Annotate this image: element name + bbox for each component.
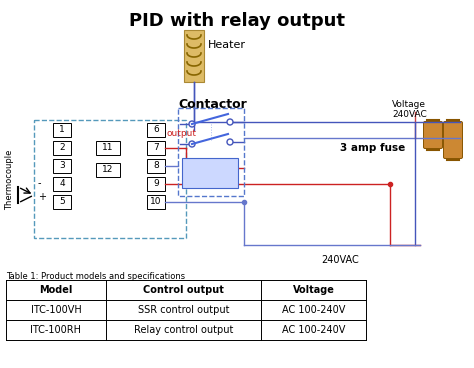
Text: Table 1: Product models and specifications: Table 1: Product models and specificatio… (6, 272, 185, 281)
Text: Model: Model (39, 285, 73, 295)
Text: 3: 3 (59, 162, 65, 170)
FancyBboxPatch shape (182, 158, 238, 188)
Text: 12: 12 (102, 166, 114, 174)
FancyBboxPatch shape (53, 123, 71, 137)
Circle shape (189, 121, 195, 127)
Text: ITC-100VH: ITC-100VH (31, 305, 82, 315)
Text: 2: 2 (59, 144, 65, 152)
Text: ITC-100RH: ITC-100RH (30, 325, 82, 335)
FancyBboxPatch shape (53, 195, 71, 209)
Text: 5: 5 (59, 198, 65, 206)
Text: PID with relay output: PID with relay output (129, 12, 345, 30)
FancyBboxPatch shape (147, 177, 165, 191)
Text: 3 amp fuse: 3 amp fuse (340, 143, 405, 153)
Text: 4: 4 (59, 180, 65, 188)
Text: Relay control output: Relay control output (134, 325, 233, 335)
Text: 240VAC: 240VAC (321, 255, 359, 265)
FancyBboxPatch shape (184, 30, 204, 82)
FancyBboxPatch shape (147, 123, 165, 137)
FancyBboxPatch shape (444, 121, 463, 159)
FancyBboxPatch shape (147, 195, 165, 209)
Text: +: + (38, 192, 46, 202)
FancyBboxPatch shape (53, 177, 71, 191)
Text: 10: 10 (150, 198, 162, 206)
Text: 9: 9 (153, 180, 159, 188)
Text: 8: 8 (153, 162, 159, 170)
Text: output: output (167, 130, 197, 138)
Text: 1: 1 (59, 125, 65, 134)
Text: 11: 11 (102, 144, 114, 152)
Text: Voltage: Voltage (292, 285, 335, 295)
Text: Contactor: Contactor (192, 171, 230, 180)
Text: 7: 7 (153, 144, 159, 152)
FancyBboxPatch shape (147, 141, 165, 155)
FancyBboxPatch shape (53, 141, 71, 155)
Text: 6: 6 (153, 125, 159, 134)
Circle shape (227, 139, 233, 145)
Circle shape (227, 119, 233, 125)
Text: Heater: Heater (208, 40, 246, 50)
FancyBboxPatch shape (96, 163, 120, 177)
Text: AC 100-240V: AC 100-240V (282, 325, 345, 335)
Text: -: - (38, 178, 42, 188)
Text: Contactor: Contactor (178, 98, 247, 111)
FancyBboxPatch shape (147, 159, 165, 173)
FancyBboxPatch shape (53, 159, 71, 173)
Text: AC 100-240V: AC 100-240V (282, 305, 345, 315)
FancyBboxPatch shape (96, 141, 120, 155)
FancyBboxPatch shape (423, 121, 443, 149)
Circle shape (189, 141, 195, 147)
Text: SSR control output: SSR control output (138, 305, 229, 315)
Text: Thermocouple: Thermocouple (6, 150, 15, 210)
Text: Voltage
240VAC: Voltage 240VAC (392, 100, 427, 119)
Text: Control output: Control output (143, 285, 224, 295)
